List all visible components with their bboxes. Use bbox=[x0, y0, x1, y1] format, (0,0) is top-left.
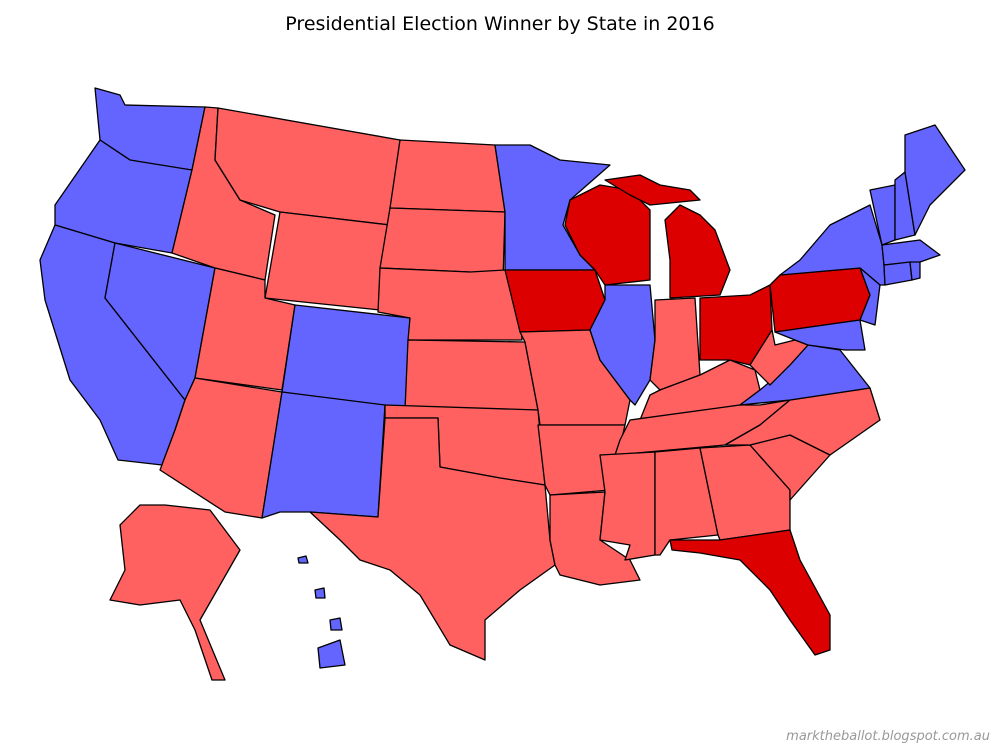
state bbox=[881, 239, 941, 266]
state bbox=[389, 139, 506, 213]
state bbox=[314, 587, 326, 599]
state bbox=[604, 174, 701, 206]
state bbox=[309, 417, 556, 661]
state bbox=[883, 261, 913, 286]
map-title: Presidential Election Winner by State in… bbox=[285, 13, 714, 35]
state bbox=[317, 639, 346, 669]
state bbox=[264, 211, 391, 311]
state bbox=[404, 339, 539, 411]
state bbox=[599, 451, 656, 561]
state bbox=[261, 391, 386, 519]
state bbox=[664, 204, 731, 299]
state bbox=[859, 267, 881, 326]
credit: marktheballot.blogspot.com.au bbox=[786, 729, 990, 744]
state bbox=[377, 267, 523, 341]
state bbox=[329, 617, 343, 631]
state bbox=[669, 529, 831, 656]
states bbox=[39, 87, 966, 681]
state bbox=[909, 261, 921, 281]
state bbox=[564, 184, 651, 286]
state bbox=[297, 555, 309, 564]
state bbox=[649, 297, 701, 391]
state bbox=[904, 124, 966, 236]
state bbox=[589, 284, 656, 406]
state bbox=[109, 504, 241, 681]
state bbox=[504, 269, 606, 333]
state bbox=[494, 144, 611, 271]
